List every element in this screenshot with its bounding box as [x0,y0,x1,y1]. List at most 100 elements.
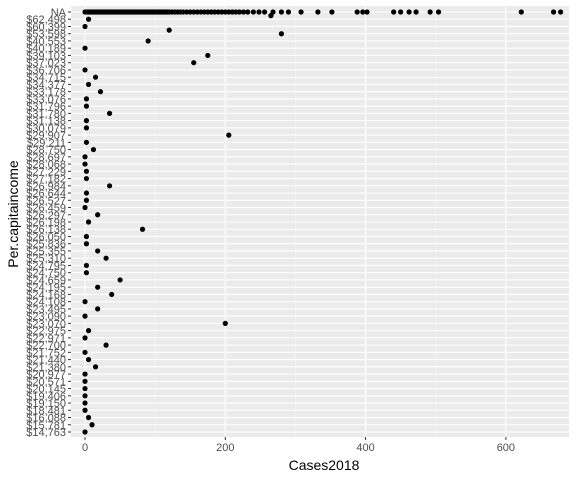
y-tick-label: $53,598 [26,29,66,41]
y-tick-label: $36,706 [26,65,66,77]
x-tick-label: 600 [497,442,515,454]
y-tick-label: $26,527 [26,195,66,207]
data-point [166,27,172,33]
y-tick-label: $26,984 [26,181,66,193]
data-point [82,204,88,211]
data-point [83,262,90,269]
y-tick-label: $19,150 [26,398,66,410]
data-point [278,9,285,15]
y-tick-label: $34,715 [26,72,66,84]
y-tick-label: $22,971 [26,333,66,345]
y-tick-label: $39,103 [26,50,66,62]
x-tick-label: 200 [216,442,234,454]
data-point [82,349,88,355]
y-tick-label: $24,168 [26,289,66,301]
y-tick-label: $34,377 [26,79,66,91]
data-point [103,255,109,261]
data-point [83,125,90,131]
y-tick-label: $33,076 [26,94,66,106]
y-tick-label: $40,189 [26,43,66,55]
data-point [83,270,90,276]
data-point [95,284,101,290]
data-point [427,9,433,15]
data-point [364,9,370,15]
data-point [83,103,90,109]
data-point [85,328,92,334]
data-point [298,9,304,15]
y-tick-label: $31,780 [26,108,66,120]
y-tick-label: $28,750 [26,145,66,157]
y-tick-label: $26,297 [26,210,66,222]
data-point [117,277,123,283]
data-point [95,212,101,218]
y-tick-label: $22,975 [26,326,66,338]
data-point [106,183,113,189]
data-point [82,161,88,167]
y-tick-label: $26,138 [26,224,66,236]
data-point [83,96,90,102]
y-tick-label: $20,977 [26,369,66,381]
y-tick-label: $24,195 [26,282,66,294]
data-point [557,9,564,15]
data-point [83,118,90,124]
y-tick-label: $23,090 [26,311,66,323]
data-point [360,9,366,15]
y-tick-label: $29,211 [27,137,66,149]
data-point [82,299,88,305]
y-tick-label: $30,079 [26,123,66,135]
data-point [329,9,335,15]
data-point [85,219,92,225]
data-point [95,306,101,312]
data-point [398,9,404,15]
data-point [240,9,247,15]
data-point [85,414,92,421]
data-point [82,385,88,392]
x-axis-ticks: 0 200 400 600 [82,437,515,454]
y-axis-ticks: $14,763$15,781$16,088$18,481$19,150$19,4… [26,7,71,439]
data-point [145,38,151,44]
y-tick-label: $26,050 [26,231,66,243]
data-point [109,291,115,298]
y-tick-label: $24,108 [26,297,66,309]
data-point [391,9,397,15]
data-point [83,175,90,182]
y-tick-label: $16,088 [26,413,66,425]
data-point [82,393,88,399]
y-axis-title: Per.capitaincome [5,160,21,268]
y-tick-label: $62,498 [26,14,66,26]
data-point [315,9,321,15]
y-tick-label: $60,399 [26,21,66,33]
y-tick-label: $20,571 [26,376,66,388]
data-point [236,9,242,15]
y-tick-label: $26,644 [26,188,66,200]
data-point [256,9,262,15]
data-point [278,31,285,37]
data-point [90,146,97,153]
y-tick-label: $28,068 [26,159,66,171]
x-tick-label: 400 [356,442,374,454]
data-point [83,241,90,247]
y-tick-label: $24,750 [26,268,66,280]
data-points [82,9,564,435]
data-point [285,9,292,15]
y-tick-label: $19,406 [26,391,66,403]
y-tick-label: $20,145 [26,384,66,396]
y-tick-label: $23,495 [26,304,66,316]
y-tick-label: $22,700 [26,340,66,352]
data-point [245,9,251,15]
data-point [106,110,113,116]
data-point [83,233,90,240]
data-point [550,9,557,15]
data-point [261,9,268,15]
data-point [82,407,88,413]
y-tick-label: $31,796 [26,101,66,113]
y-tick-label: $21,380 [26,362,66,374]
data-point [85,81,92,88]
data-point [222,320,228,326]
data-point [83,139,90,145]
y-tick-label: $27,229 [26,166,66,178]
data-point [82,429,88,435]
data-point [97,89,104,95]
y-tick-label: $24,795 [26,260,66,272]
